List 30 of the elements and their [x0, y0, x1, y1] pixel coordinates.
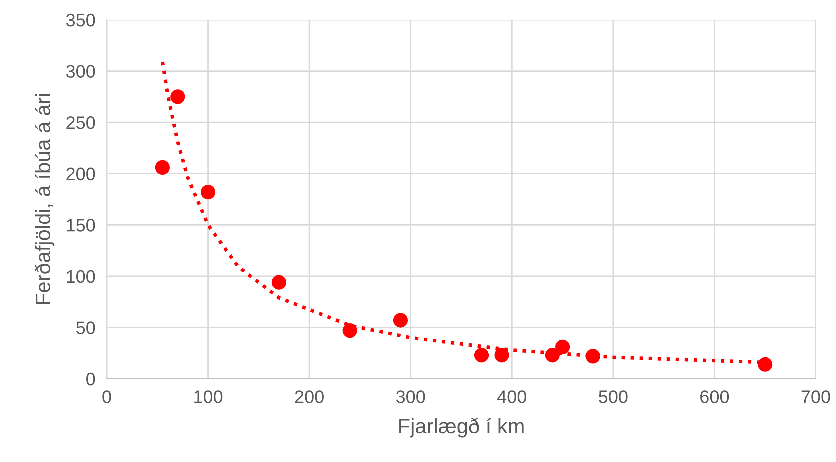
point: [494, 348, 510, 363]
y-tick-label: 150: [67, 219, 96, 232]
point: [201, 185, 216, 200]
point: [170, 90, 186, 104]
point: [272, 275, 286, 290]
x-tick-label: 400: [497, 390, 526, 404]
point: [556, 340, 570, 354]
point: [474, 348, 490, 363]
x-tick-label: 100: [194, 390, 223, 404]
y-tick-label: 350: [66, 14, 96, 27]
point: [758, 357, 773, 372]
y-tick-label: 100: [67, 270, 96, 284]
x-tick-label: 700: [802, 390, 830, 404]
point: [393, 313, 408, 328]
x-tick-label: 0: [102, 390, 112, 404]
y-tick-label: 50: [76, 322, 96, 334]
x-axis-title: Fjarlægð í km: [400, 418, 524, 438]
x-tick-label: 600: [700, 390, 730, 404]
x-tick-label: 200: [295, 390, 324, 404]
point: [545, 348, 560, 363]
point: [586, 349, 600, 364]
y-tick-label: 200: [66, 168, 96, 181]
y-tick-label: 300: [66, 65, 96, 78]
point: [155, 160, 170, 175]
y-axis-title: Ferðafjöldi, á íbúa á ári: [34, 94, 55, 304]
x-tick-label: 300: [396, 390, 426, 404]
y-tick-label: 0: [86, 372, 96, 386]
x-tick-label: 500: [599, 390, 628, 404]
y-tick-label: 250: [66, 116, 96, 130]
point: [342, 324, 358, 338]
